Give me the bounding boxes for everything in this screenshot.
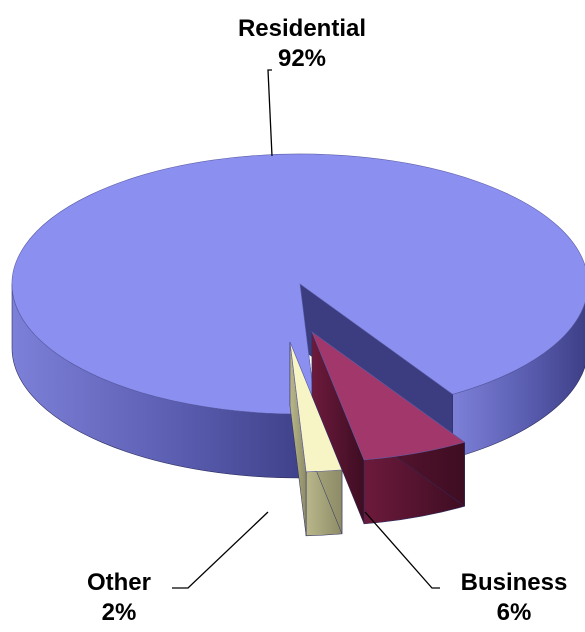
leader-line-business <box>365 512 440 588</box>
slice-label-business: Business <box>461 569 568 596</box>
slice-label-residential: Residential <box>238 15 366 42</box>
slice-label-other: Other <box>87 569 151 596</box>
leader-line-residential <box>268 70 272 156</box>
slice-value-business: 6% <box>497 599 532 626</box>
slice-value-other: 2% <box>102 599 137 626</box>
leader-line-other <box>172 512 268 588</box>
slice-value-residential: 92% <box>278 45 326 72</box>
